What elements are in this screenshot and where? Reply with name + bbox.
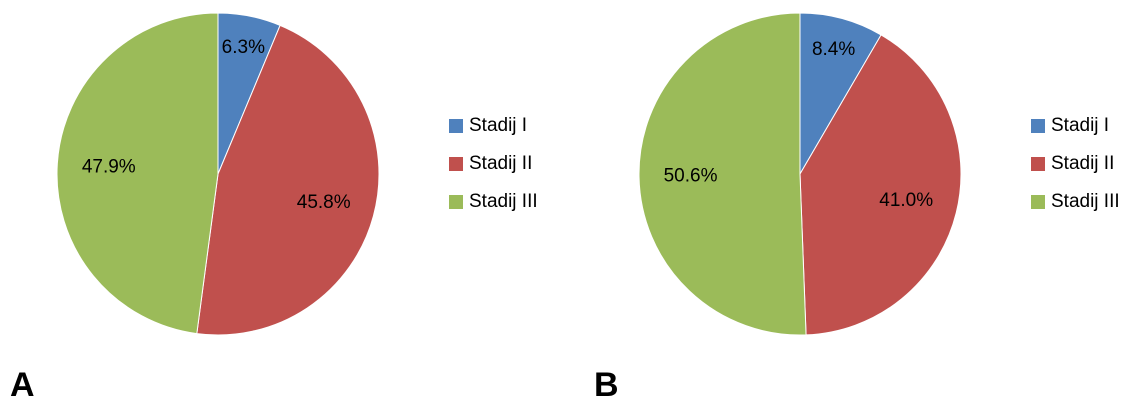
legend-swatch-stadij-3 — [1031, 195, 1045, 209]
legend-swatch-stadij-2 — [1031, 157, 1045, 171]
legend-item-stadij-2: Stadij II — [1031, 145, 1120, 183]
slice-value-label-stadij-3: 50.6% — [664, 166, 718, 187]
slice-value-label-stadij-1: 6.3% — [222, 37, 265, 58]
legend-item-stadij-3: Stadij III — [449, 183, 538, 221]
slice-value-label-stadij-1: 8.4% — [812, 39, 855, 60]
legend-item-stadij-1: Stadij I — [449, 107, 538, 145]
legend-swatch-stadij-1 — [1031, 119, 1045, 133]
legend-item-stadij-2: Stadij II — [449, 145, 538, 183]
pie-slice-stadij-1 — [799, 12, 882, 176]
panel-b: 8.4% 41.0% 50.6% Stadij I Stadij II Stadij… — [580, 0, 1140, 406]
panel-label-a: A — [10, 366, 35, 404]
legend-label-stadij-3: Stadij III — [1051, 191, 1120, 212]
slice-value-label-stadij-2: 41.0% — [879, 190, 933, 211]
pie-chart-a: 6.3% 45.8% 47.9% — [56, 12, 380, 336]
pie-slice-stadij-2 — [799, 34, 962, 336]
pie-chart-b: 8.4% 41.0% 50.6% — [638, 12, 962, 336]
legend-label-stadij-1: Stadij I — [1051, 115, 1110, 136]
pie-slice-stadij-3 — [638, 12, 807, 336]
slice-value-label-stadij-3: 47.9% — [82, 156, 136, 177]
legend-item-stadij-3: Stadij III — [1031, 183, 1120, 221]
legend-label-stadij-3: Stadij III — [469, 191, 538, 212]
slice-value-label-stadij-2: 45.8% — [297, 192, 351, 213]
panel-label-b: B — [594, 366, 619, 404]
pie-slice-stadij-3 — [56, 12, 219, 335]
legend-b: Stadij I Stadij II Stadij III — [1031, 107, 1120, 221]
legend-a: Stadij I Stadij II Stadij III — [449, 107, 538, 221]
legend-swatch-stadij-1 — [449, 119, 463, 133]
pie-slice-stadij-2 — [196, 24, 380, 336]
legend-label-stadij-1: Stadij I — [469, 115, 528, 136]
legend-label-stadij-2: Stadij II — [469, 153, 533, 174]
legend-swatch-stadij-3 — [449, 195, 463, 209]
legend-swatch-stadij-2 — [449, 157, 463, 171]
legend-label-stadij-2: Stadij II — [1051, 153, 1115, 174]
legend-item-stadij-1: Stadij I — [1031, 107, 1120, 145]
panel-a: 6.3% 45.8% 47.9% Stadij I Stadij II Stadij… — [10, 12, 538, 404]
